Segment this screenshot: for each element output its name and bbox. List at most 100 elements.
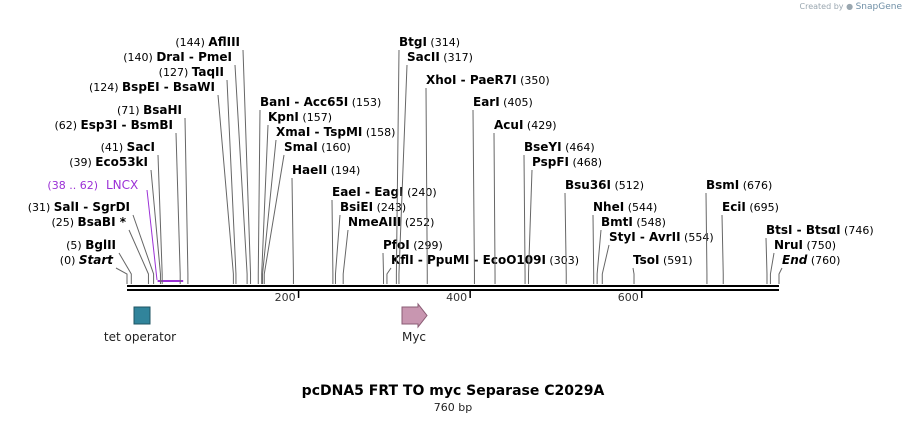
site-leader-start [115,267,128,284]
site-label-kpni: KpnI (157) [268,110,332,124]
site-name: NheI [593,200,624,214]
site-name: DraI - PmeI [156,50,232,64]
site-label-taqii: (127) TaqII [159,65,224,79]
site-position: (548) [633,216,666,229]
site-leader-btgi [395,49,400,284]
site-label-eari: EarI (405) [473,95,533,109]
site-leader-bsmi [705,192,708,284]
site-label-eaei-eagi: EaeI - EagI (240) [332,185,437,199]
site-leader-eco53ki [150,169,161,284]
site-leader-smai [263,154,285,284]
site-position: (252) [401,216,434,229]
site-leader-bglii [118,252,132,284]
site-leader-bseyi [523,154,526,284]
site-label-nhei: NheI (544) [593,200,657,214]
tick-label: 600 [618,291,639,304]
site-label-btgi: BtgI (314) [399,35,460,49]
site-leader-eaei-eagi [331,199,334,284]
site-leader-bspei-bsawi [217,94,234,284]
site-leader-pfoi [382,252,385,284]
site-position: (157) [299,111,332,124]
site-name: KpnI [268,110,299,124]
site-leader-bsu36i [564,192,567,284]
site-label-bsahi: (71) BsaHI [117,103,182,117]
site-leader-bani-acc65i [257,109,261,284]
site-leader-bmti [596,229,602,284]
site-label-afliii: (144) AflIII [175,35,240,49]
site-name: TaqII [192,65,224,79]
site-label-bglii: (5) BglII [66,238,116,252]
site-label-sacii: SacII (317) [407,50,473,64]
map-title: pcDNA5 FRT TO myc Separase C2029A [301,383,605,399]
site-position: (750) [803,239,836,252]
site-name: XhoI - PaeR7I [426,73,517,87]
snapgene-credit: Created by ● SnapGene [800,2,903,12]
site-position: (240) [404,186,437,199]
site-position: (5) [66,239,85,252]
site-position: (746) [841,224,874,237]
site-leader-nrui [769,252,775,284]
site-label-ecii: EciI (695) [722,200,779,214]
site-name: BmtI [601,215,633,229]
site-leader-xmai-tspmi [262,139,277,284]
site-name: BglII [85,238,116,252]
site-name: AflIII [208,35,240,49]
site-label-haeii: HaeII (194) [292,163,360,177]
site-name: XmaI - TspMI [276,125,362,139]
site-position: (62) [54,119,80,132]
snapgene-logo-icon: ● [846,2,854,11]
site-name: Eco53kI [95,155,148,169]
site-position: (124) [89,81,122,94]
site-position: (158) [362,126,395,139]
site-leader-afliii [242,49,252,284]
site-label-bsmi: BsmI (676) [706,178,772,192]
site-label-bspei-bsawi: (124) BspEI - BsaWI [89,80,215,94]
site-label-bseyi: BseYI (464) [524,140,595,154]
site-position: (314) [427,36,460,49]
tick-label: 400 [446,291,467,304]
site-leader-bsiei [334,214,341,284]
site-position: (303) [546,254,579,267]
site-name: Bsu36I [565,178,611,192]
site-position: (468) [569,156,602,169]
site-leader-end [778,267,783,284]
site-label-saci: (41) SacI [101,140,155,154]
site-position: (464) [562,141,595,154]
site-name: BsiEI [340,200,373,214]
site-label-xhoi-paer7i: XhoI - PaeR7I (350) [426,73,550,87]
site-name: TsoI [633,253,659,267]
site-position: (591) [659,254,692,267]
site-label-acui: AcuI (429) [494,118,557,132]
lncx-name: LNCX [106,178,138,192]
site-name: SacI [127,140,155,154]
sequence-map: 200 400 600 tet operator Myc (38 .. 62) LNCX (0… [28,35,874,344]
site-name: Esp3I - BsmBI [81,118,173,132]
site-leader-kfli-ppumi-ecoo109i [386,267,392,284]
site-name: BsmI [706,178,739,192]
site-leader-esp3i-bsmbi [175,132,181,284]
site-name: BsaHI [143,103,182,117]
site-label-styi-avrii: StyI - AvrII (554) [609,230,714,244]
site-leader-btsi-bts-i [765,237,768,284]
site-leader-nhei [592,214,595,284]
site-position: (153) [348,96,381,109]
site-leader-styi-avrii [601,244,610,284]
site-name: BtgI [399,35,427,49]
site-name: SmaI [284,140,318,154]
site-label-tsoi: TsoI (591) [633,253,693,267]
site-label-btsi-bts-i: BtsI - BtsαI (746) [766,223,874,237]
site-label-start: (0) Start [60,253,114,267]
site-leader-pspfi [527,169,533,284]
site-name: EaeI - EagI [332,185,404,199]
site-name: End [782,253,808,267]
site-position: (350) [517,74,550,87]
site-position: (140) [123,51,156,64]
site-name: BspEI - BsaWI [122,80,215,94]
site-label-bmti: BmtI (548) [601,215,666,229]
site-label-xmai-tspmi: XmaI - TspMI (158) [276,125,395,139]
site-position: (512) [611,179,644,192]
site-leader-ecii [721,214,724,284]
site-leader-drai-pmei [234,64,248,284]
site-name: StyI - AvrII [609,230,681,244]
site-position: (544) [624,201,657,214]
